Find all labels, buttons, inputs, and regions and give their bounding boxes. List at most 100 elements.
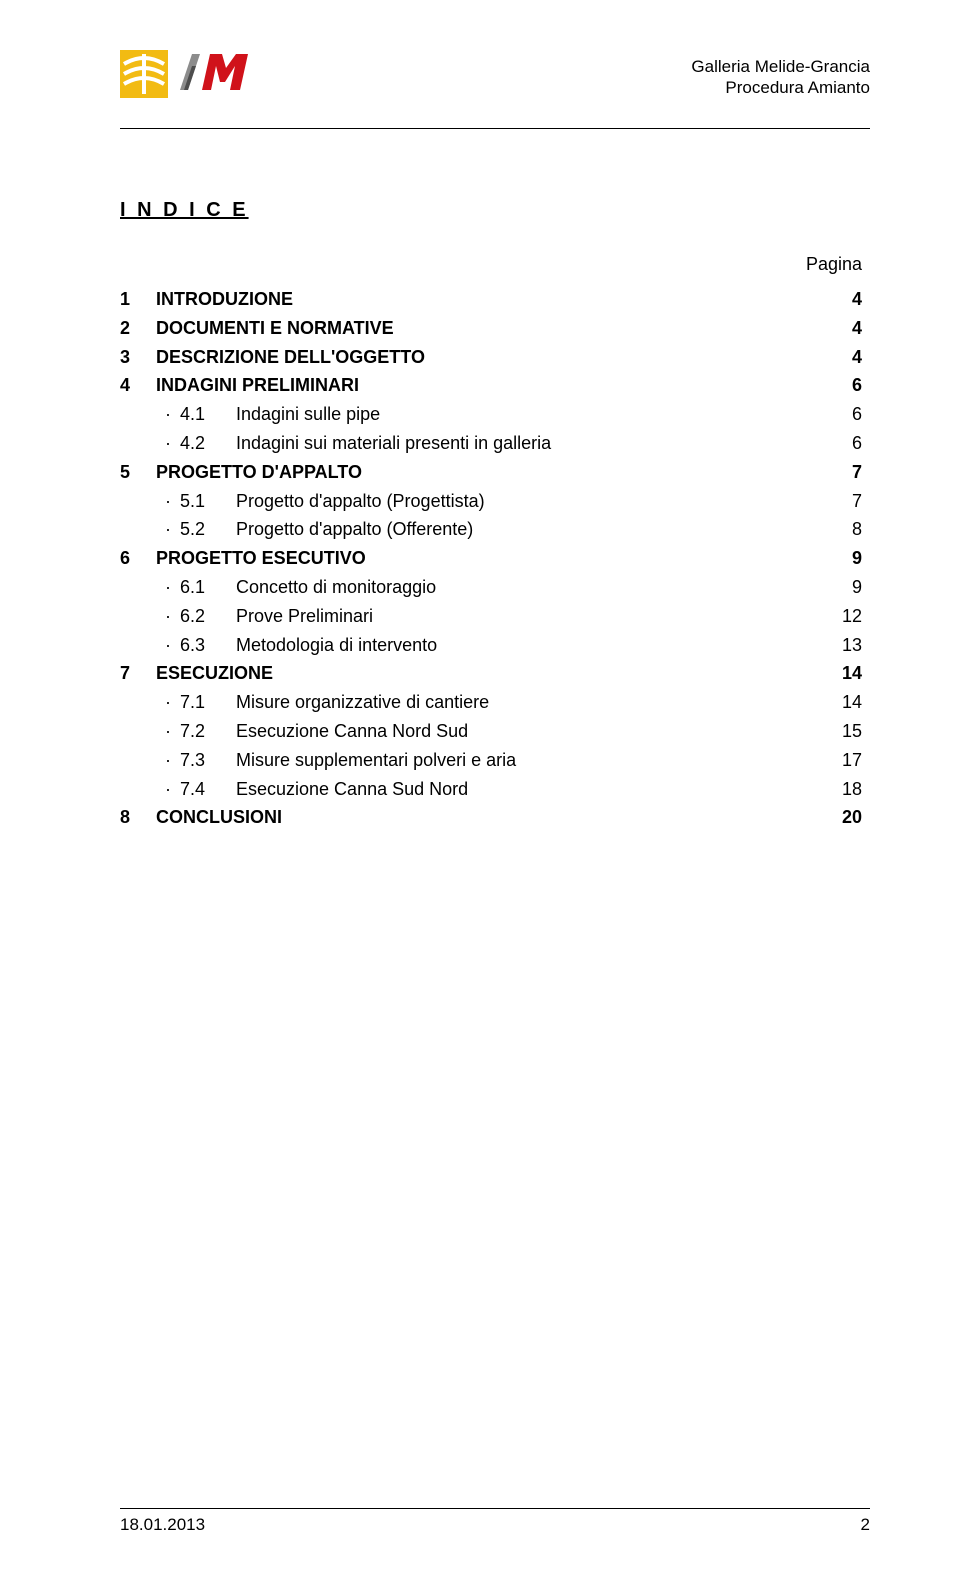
bullet-icon: · [156,602,180,631]
toc-page: 15 [822,717,870,746]
toc-page: 14 [822,659,870,688]
page-header: Galleria Melide-Grancia Procedura Amiant… [120,50,870,122]
toc-row: 7ESECUZIONE 14 [120,659,870,688]
footer-date: 18.01.2013 [120,1515,205,1535]
toc-number: 1 [120,285,156,314]
toc-page: 4 [822,343,870,372]
toc-page: 4 [822,314,870,343]
pagina-label: Pagina [120,254,870,275]
toc-number: 5 [120,458,156,487]
toc-row: ·5.1Progetto d'appalto (Progettista) 7 [120,487,870,516]
toc-row: 3DESCRIZIONE DELL'OGGETTO 4 [120,343,870,372]
toc-text: Esecuzione Canna Nord Sud [236,717,468,746]
header-text: Galleria Melide-Grancia Procedura Amiant… [691,56,870,99]
toc-text: Prove Preliminari [236,602,373,631]
toc-page: 17 [822,746,870,775]
bullet-icon: · [156,631,180,660]
toc-page: 18 [822,775,870,804]
toc-page: 14 [822,688,870,717]
toc-page: 8 [822,515,870,544]
toc-number: 7.4 [180,775,236,804]
table-of-contents: 1INTRODUZIONE42DOCUMENTI E NORMATIVE43DE… [120,285,870,832]
toc-page: 20 [822,803,870,832]
toc-number: 8 [120,803,156,832]
toc-number: 2 [120,314,156,343]
toc-number: 7.1 [180,688,236,717]
toc-row: 4INDAGINI PRELIMINARI6 [120,371,870,400]
toc-text: ESECUZIONE [156,659,273,688]
toc-row: ·7.3Misure supplementari polveri e aria 1… [120,746,870,775]
bullet-icon: · [156,775,180,804]
toc-row: ·7.4Esecuzione Canna Sud Nord 18 [120,775,870,804]
toc-number: 5.2 [180,515,236,544]
toc-row: ·6.2Prove Preliminari 12 [120,602,870,631]
toc-row: 1INTRODUZIONE4 [120,285,870,314]
toc-number: 5.1 [180,487,236,516]
page-footer: 18.01.2013 2 [120,1508,870,1535]
toc-number: 7.2 [180,717,236,746]
toc-text: Indagini sui materiali presenti in galle… [236,429,551,458]
toc-row: 2DOCUMENTI E NORMATIVE 4 [120,314,870,343]
toc-page: 9 [822,544,870,573]
toc-number: 7.3 [180,746,236,775]
toc-row: ·6.1Concetto di monitoraggio 9 [120,573,870,602]
toc-text: Esecuzione Canna Sud Nord [236,775,468,804]
toc-row: ·5.2Progetto d'appalto (Offerente) 8 [120,515,870,544]
footer-page-number: 2 [861,1515,870,1535]
toc-row: ·4.2Indagini sui materiali presenti in g… [120,429,870,458]
toc-text: Concetto di monitoraggio [236,573,436,602]
toc-number: 6 [120,544,156,573]
toc-text: CONCLUSIONI [156,803,282,832]
bullet-icon: · [156,688,180,717]
bullet-icon: · [156,573,180,602]
toc-row: 5PROGETTO D'APPALTO 7 [120,458,870,487]
bullet-icon: · [156,400,180,429]
im-logo [178,50,250,97]
toc-text: PROGETTO D'APPALTO [156,458,362,487]
toc-text: DOCUMENTI E NORMATIVE [156,314,394,343]
logo-group [120,50,250,103]
header-divider [120,128,870,129]
toc-page: 6 [822,371,870,400]
document-page: Galleria Melide-Grancia Procedura Amiant… [0,0,960,1579]
toc-page: 7 [822,487,870,516]
toc-number: 4.1 [180,400,236,429]
toc-row: ·4.1Indagini sulle pipe 6 [120,400,870,429]
swiss-confederation-logo [120,50,168,103]
bullet-icon: · [156,746,180,775]
bullet-icon: · [156,515,180,544]
toc-text: Indagini sulle pipe [236,400,380,429]
header-line2: Procedura Amianto [691,77,870,98]
toc-row: ·7.2Esecuzione Canna Nord Sud 15 [120,717,870,746]
toc-row: 6PROGETTO ESECUTIVO 9 [120,544,870,573]
toc-text: Misure organizzative di cantiere [236,688,489,717]
toc-row: 8CONCLUSIONI 20 [120,803,870,832]
content-area: I N D I C E Pagina 1INTRODUZIONE42DOCUME… [120,199,870,832]
header-line1: Galleria Melide-Grancia [691,56,870,77]
toc-number: 3 [120,343,156,372]
toc-text: DESCRIZIONE DELL'OGGETTO [156,343,425,372]
toc-text: INTRODUZIONE [156,285,293,314]
toc-page: 9 [822,573,870,602]
toc-text: Progetto d'appalto (Offerente) [236,515,473,544]
toc-text: Progetto d'appalto (Progettista) [236,487,485,516]
toc-page: 6 [822,429,870,458]
toc-text: INDAGINI PRELIMINARI [156,371,359,400]
bullet-icon: · [156,487,180,516]
toc-row: ·6.3Metodologia di intervento 13 [120,631,870,660]
toc-text: Metodologia di intervento [236,631,437,660]
toc-page: 7 [822,458,870,487]
toc-row: ·7.1Misure organizzative di cantiere 14 [120,688,870,717]
toc-page: 12 [822,602,870,631]
toc-text: PROGETTO ESECUTIVO [156,544,366,573]
toc-number: 6.2 [180,602,236,631]
toc-number: 6.1 [180,573,236,602]
toc-page: 6 [822,400,870,429]
toc-number: 7 [120,659,156,688]
bullet-icon: · [156,717,180,746]
toc-number: 6.3 [180,631,236,660]
footer-row: 18.01.2013 2 [120,1515,870,1535]
toc-text: Misure supplementari polveri e aria [236,746,516,775]
footer-divider [120,1508,870,1509]
toc-page: 13 [822,631,870,660]
